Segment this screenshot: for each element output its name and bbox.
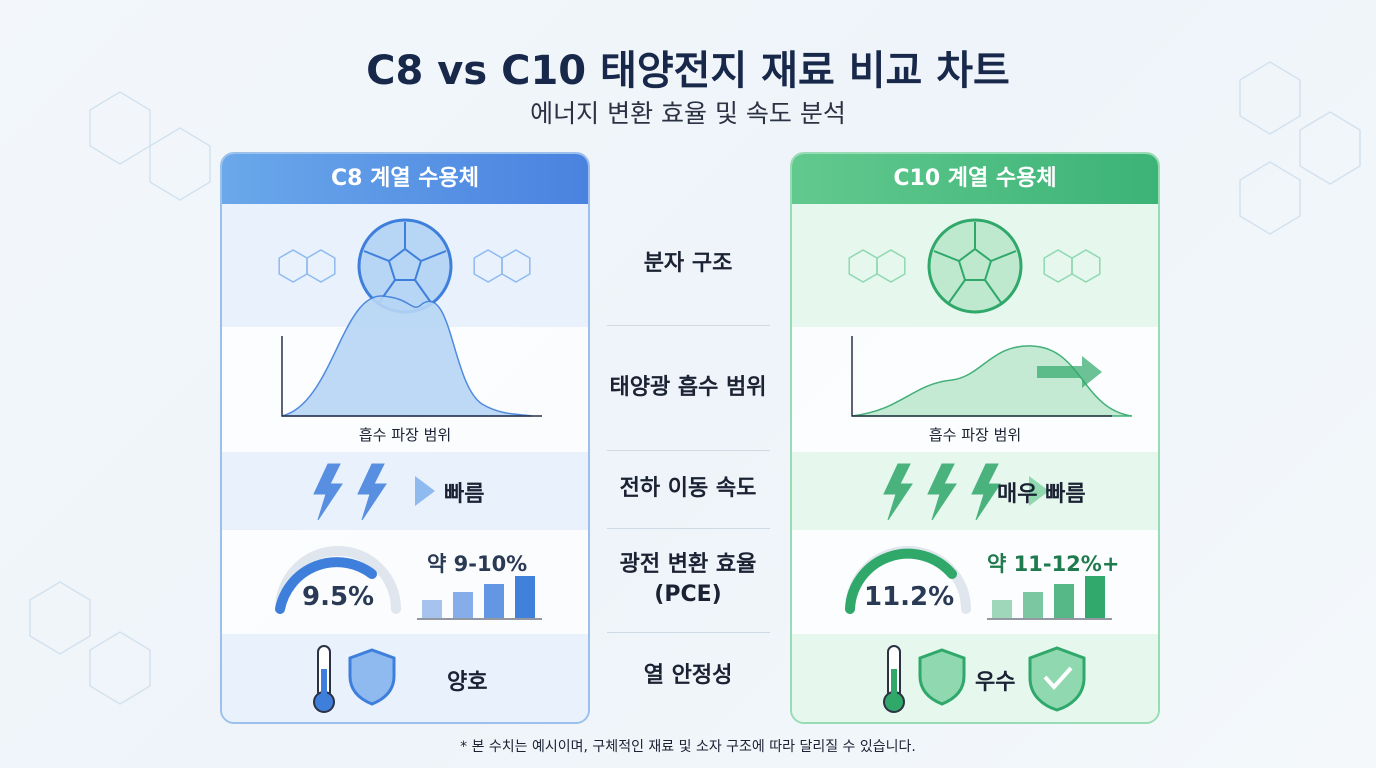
pce-value: 11.2%	[864, 582, 955, 612]
pce-range: 약 11-12%+	[987, 552, 1120, 576]
row-label: 분자 구조	[600, 249, 776, 279]
separator	[607, 632, 770, 633]
stability: 양호	[447, 670, 488, 695]
row-label-line: 열 안정성	[643, 663, 733, 688]
column-panel: C10 계열 수용체 흡수 파장 범위 매우 빠름 11.2% 약 11-12%…	[790, 152, 1160, 724]
row-label: 전하 이동 속도	[600, 474, 776, 504]
axis-label: 흡수 파장 범위	[358, 426, 452, 444]
separator	[607, 450, 770, 451]
footnote: * 본 수치는 예시이며, 구체적인 재료 및 소자 구조에 따라 달리질 수 …	[460, 739, 916, 755]
column-header: C10 계열 수용체	[792, 154, 1158, 204]
column-icons	[845, 218, 1133, 713]
separator	[607, 528, 770, 529]
axis-label: 흡수 파장 범위	[928, 426, 1022, 444]
row-band	[222, 452, 588, 530]
charge-speed: 빠름	[444, 482, 485, 507]
row-label-line: (PCE)	[654, 582, 722, 607]
column-panel: C8 계열 수용체 흡수 파장 범위 빠름 9.5% 약 9-10% 양호	[220, 152, 590, 724]
row-band	[792, 634, 1158, 722]
stability: 우수	[975, 670, 1016, 695]
subtitle: 에너지 변환 효율 및 속도 분석	[530, 99, 846, 128]
row-label-line: 태양광 흡수 범위	[609, 374, 767, 400]
column-icons	[275, 218, 542, 713]
row-label-line: 전하 이동 속도	[619, 476, 757, 501]
row-band	[222, 634, 588, 722]
separator	[607, 325, 770, 326]
pce-range: 약 9-10%	[427, 552, 528, 576]
pce-value: 9.5%	[302, 582, 375, 612]
row-label: 태양광 흡수 범위	[600, 373, 776, 403]
column-header: C8 계열 수용체	[222, 154, 588, 204]
row-label: 열 안정성	[600, 661, 776, 691]
charge-speed: 매우 빠름	[997, 482, 1086, 507]
row-label: 광전 변환 효율 (PCE)	[600, 550, 776, 610]
row-label-line: 분자 구조	[643, 250, 733, 276]
row-label-line: 광전 변환 효율	[619, 552, 757, 577]
title: C8 vs C10 태양전지 재료 비교 차트	[366, 48, 1010, 94]
